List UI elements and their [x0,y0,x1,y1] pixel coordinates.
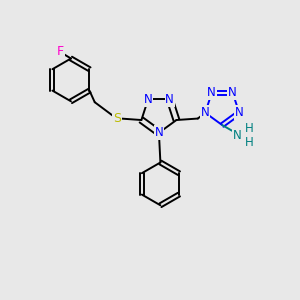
Text: N: N [154,126,163,139]
Text: H: H [244,122,253,135]
Text: N: N [233,129,242,142]
Text: N: N [165,93,174,106]
Text: N: N [207,86,216,99]
Text: S: S [113,112,121,125]
Text: N: N [144,93,152,106]
Text: N: N [235,106,244,119]
Text: N: N [201,106,210,119]
Text: F: F [57,46,64,59]
Text: N: N [228,86,237,99]
Text: H: H [244,136,253,148]
